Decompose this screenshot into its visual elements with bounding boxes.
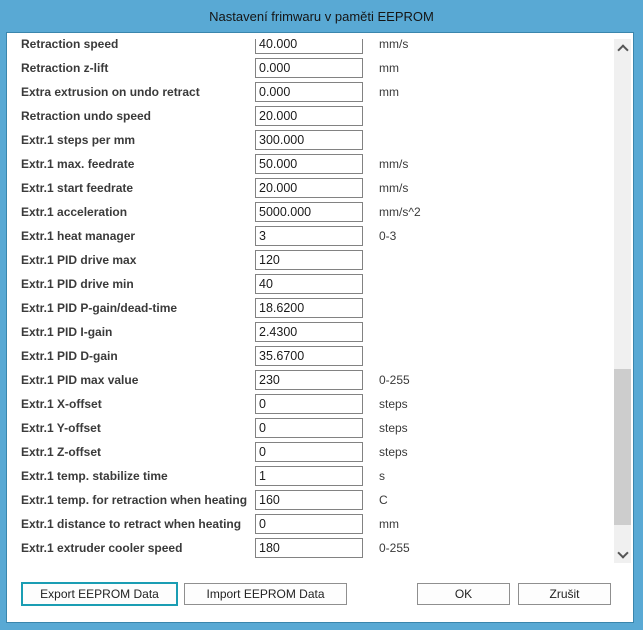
field-label: Extr.1 PID drive max <box>21 253 137 267</box>
field-unit: mm <box>379 517 399 531</box>
titlebar[interactable]: Nastavení frimwaru v paměti EEPROM <box>0 0 643 32</box>
field-input[interactable] <box>255 346 363 366</box>
field-unit: steps <box>379 397 408 411</box>
field-input[interactable] <box>255 58 363 78</box>
field-label: Extr.1 heat manager <box>21 229 136 243</box>
field-input[interactable] <box>255 418 363 438</box>
field-label: Extr.1 extruder cooler speed <box>21 541 183 555</box>
scrollbar-thumb[interactable] <box>614 369 631 525</box>
field-row: Extr.1 Y-offset steps <box>9 418 609 438</box>
field-unit: steps <box>379 421 408 435</box>
field-label: Extr.1 temp. for retraction when heating <box>21 493 248 507</box>
field-label: Retraction z-lift <box>21 61 109 75</box>
field-label: Extr.1 max. feedrate <box>21 157 135 171</box>
field-unit: mm <box>379 85 399 99</box>
field-input[interactable] <box>255 130 363 150</box>
field-input[interactable] <box>255 538 363 558</box>
field-label: Extr.1 acceleration <box>21 205 128 219</box>
field-unit: steps <box>379 445 408 459</box>
scroll-up-button[interactable] <box>614 39 631 56</box>
field-input[interactable] <box>255 466 363 486</box>
field-row: Retraction speed mm/s <box>9 39 609 54</box>
field-row: Extr.1 X-offset steps <box>9 394 609 414</box>
field-row: Extr.1 extruder cooler speed 0-255 <box>9 538 609 558</box>
field-label: Extr.1 temp. stabilize time <box>21 469 168 483</box>
field-label: Extr.1 Y-offset <box>21 421 101 435</box>
field-row: Extr.1 PID drive max <box>9 250 609 270</box>
vertical-scrollbar[interactable] <box>614 39 631 563</box>
field-label: Extr.1 PID D-gain <box>21 349 118 363</box>
field-unit: mm/s^2 <box>379 205 421 219</box>
field-input[interactable] <box>255 274 363 294</box>
scroll-down-button[interactable] <box>614 546 631 563</box>
field-row: Extr.1 heat manager 0-3 <box>9 226 609 246</box>
field-row: Extr.1 acceleration mm/s^2 <box>9 202 609 222</box>
field-unit: 0-3 <box>379 229 397 243</box>
field-input[interactable] <box>255 82 363 102</box>
field-row: Extr.1 PID D-gain <box>9 346 609 366</box>
field-unit: 0-255 <box>379 373 410 387</box>
field-label: Extr.1 PID max value <box>21 373 139 387</box>
field-unit: mm/s <box>379 157 409 171</box>
chevron-up-icon <box>618 43 628 52</box>
field-label: Extr.1 PID P-gain/dead-time <box>21 301 178 315</box>
field-label: Extr.1 X-offset <box>21 397 102 411</box>
field-row: Extr.1 distance to retract when heating m… <box>9 514 609 534</box>
field-input[interactable] <box>255 202 363 222</box>
field-row: Extr.1 temp. for retraction when heating… <box>9 490 609 510</box>
cancel-button[interactable]: Zrušit <box>518 583 611 605</box>
import-eeprom-button[interactable]: Import EEPROM Data <box>184 583 347 605</box>
field-row: Extr.1 PID drive min <box>9 274 609 294</box>
field-input[interactable] <box>255 226 363 246</box>
field-label: Extr.1 start feedrate <box>21 181 134 195</box>
field-unit: 0-255 <box>379 541 410 555</box>
field-row: Extr.1 PID max value 0-255 <box>9 370 609 390</box>
field-input[interactable] <box>255 178 363 198</box>
field-input[interactable] <box>255 298 363 318</box>
field-row: Extr.1 temp. stabilize time s <box>9 466 609 486</box>
ok-button[interactable]: OK <box>417 583 510 605</box>
field-row: Extr.1 PID I-gain <box>9 322 609 342</box>
field-label: Extr.1 Z-offset <box>21 445 102 459</box>
field-input[interactable] <box>255 154 363 174</box>
field-row: Extr.1 max. feedrate mm/s <box>9 154 609 174</box>
field-unit: mm <box>379 61 399 75</box>
field-input[interactable] <box>255 514 363 534</box>
field-unit: mm/s <box>379 39 409 51</box>
field-row: Extr.1 Z-offset steps <box>9 442 609 462</box>
field-unit: mm/s <box>379 181 409 195</box>
field-input[interactable] <box>255 394 363 414</box>
field-unit: C <box>379 493 388 507</box>
field-row: Extr.1 PID P-gain/dead-time <box>9 298 609 318</box>
field-input[interactable] <box>255 250 363 270</box>
field-label: Retraction speed <box>21 39 119 51</box>
window-title: Nastavení frimwaru v paměti EEPROM <box>209 8 434 24</box>
field-label: Extr.1 distance to retract when heating <box>21 517 242 531</box>
field-input[interactable] <box>255 370 363 390</box>
field-input[interactable] <box>255 39 363 54</box>
field-row: Extr.1 steps per mm <box>9 130 609 150</box>
field-input[interactable] <box>255 442 363 462</box>
field-label: Extr.1 PID drive min <box>21 277 134 291</box>
chevron-down-icon <box>618 550 628 559</box>
field-row: Retraction undo speed <box>9 106 609 126</box>
field-label: Retraction undo speed <box>21 109 152 123</box>
field-input[interactable] <box>255 490 363 510</box>
field-label: Extr.1 PID I-gain <box>21 325 113 339</box>
field-row: Retraction z-lift mm <box>9 58 609 78</box>
export-eeprom-button[interactable]: Export EEPROM Data <box>21 582 178 606</box>
field-input[interactable] <box>255 322 363 342</box>
field-unit: s <box>379 469 385 483</box>
field-input[interactable] <box>255 106 363 126</box>
field-row: Extr.1 start feedrate mm/s <box>9 178 609 198</box>
field-row: Extra extrusion on undo retract mm <box>9 82 609 102</box>
field-label: Extra extrusion on undo retract <box>21 85 200 99</box>
field-label: Extr.1 steps per mm <box>21 133 136 147</box>
